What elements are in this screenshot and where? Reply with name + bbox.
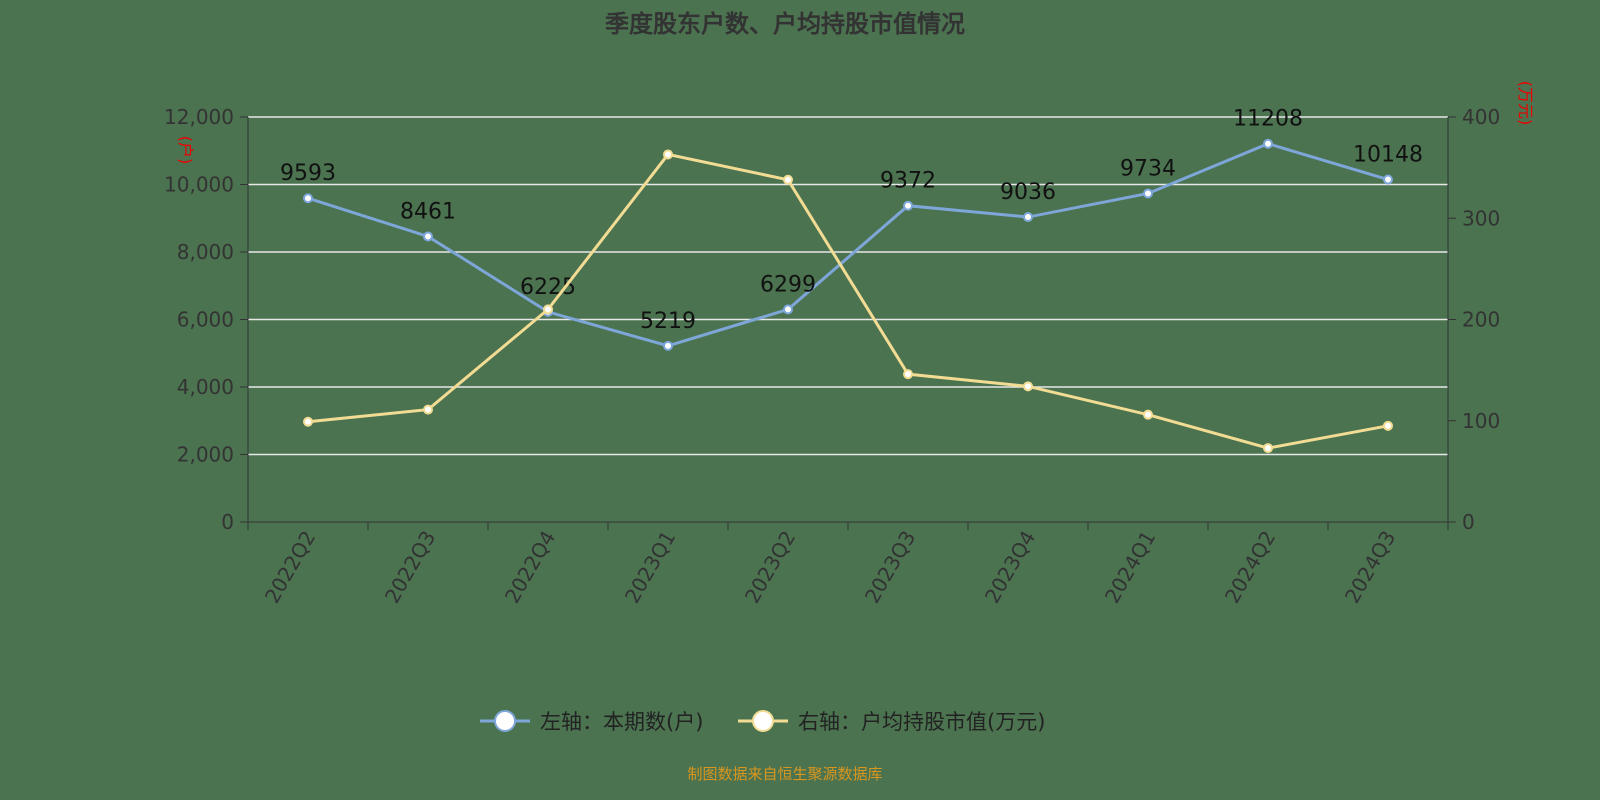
x-tick-label: 2022Q2 bbox=[260, 527, 320, 608]
data-point bbox=[1023, 381, 1033, 392]
left-tick-label: 0 bbox=[221, 510, 234, 534]
data-label: 11208 bbox=[1233, 107, 1303, 132]
legend-label: 左轴：本期数(户) bbox=[540, 710, 703, 734]
data-point bbox=[783, 304, 793, 315]
right-tick-label: 200 bbox=[1462, 308, 1500, 332]
x-tick-label: 2023Q1 bbox=[620, 527, 680, 608]
data-point bbox=[903, 369, 913, 380]
left-tick-label: 2,000 bbox=[177, 443, 234, 467]
data-label: 9036 bbox=[1000, 180, 1056, 205]
right-tick-label: 100 bbox=[1462, 409, 1500, 433]
x-tick-label: 2023Q4 bbox=[980, 527, 1040, 608]
legend-marker bbox=[494, 710, 516, 732]
left-tick-label: 8,000 bbox=[177, 240, 234, 264]
data-label: 8461 bbox=[400, 199, 456, 224]
left-axis-unit: (户) bbox=[176, 136, 195, 165]
left-tick-label: 12,000 bbox=[164, 105, 234, 129]
data-point bbox=[1383, 420, 1393, 431]
legend-marker bbox=[752, 710, 774, 732]
right-tick-label: 400 bbox=[1462, 105, 1500, 129]
data-point bbox=[663, 149, 673, 160]
data-label: 5219 bbox=[640, 309, 696, 334]
series-line-1 bbox=[307, 152, 1389, 450]
right-tick-label: 0 bbox=[1462, 510, 1475, 534]
data-label: 10148 bbox=[1353, 143, 1423, 168]
right-tick-label: 300 bbox=[1462, 206, 1500, 230]
data-point bbox=[303, 416, 313, 427]
source-note: 制图数据来自恒生聚源数据库 bbox=[687, 765, 882, 783]
x-tick-label: 2022Q4 bbox=[500, 527, 560, 608]
x-tick-label: 2024Q2 bbox=[1220, 527, 1280, 608]
x-tick-label: 2022Q3 bbox=[380, 527, 440, 608]
legend-label: 右轴：户均持股市值(万元) bbox=[798, 710, 1045, 734]
x-tick-label: 2023Q2 bbox=[740, 527, 800, 608]
data-point bbox=[423, 231, 433, 242]
data-point bbox=[543, 304, 553, 315]
x-tick-label: 2023Q3 bbox=[860, 527, 920, 608]
data-label: 9734 bbox=[1120, 156, 1176, 181]
data-point bbox=[663, 340, 673, 351]
data-point bbox=[1263, 443, 1273, 454]
series-line-0 bbox=[307, 142, 1389, 348]
data-label: 9372 bbox=[880, 169, 936, 194]
left-tick-label: 6,000 bbox=[177, 308, 234, 332]
data-point bbox=[1383, 174, 1393, 185]
x-tick-label: 2024Q3 bbox=[1340, 527, 1400, 608]
data-point bbox=[1143, 409, 1153, 420]
data-point bbox=[903, 200, 913, 211]
x-tick-label: 2024Q1 bbox=[1100, 527, 1160, 608]
data-label: 6225 bbox=[520, 275, 576, 300]
data-point bbox=[1023, 212, 1033, 223]
data-point bbox=[1263, 138, 1273, 149]
left-tick-label: 10,000 bbox=[164, 173, 234, 197]
chart-title: 季度股东户数、户均持股市值情况 bbox=[605, 10, 965, 38]
left-tick-label: 4,000 bbox=[177, 375, 234, 399]
data-label: 9593 bbox=[280, 161, 336, 186]
data-point bbox=[423, 404, 433, 415]
data-point bbox=[1143, 188, 1153, 199]
right-axis-unit: (万元) bbox=[1516, 81, 1535, 126]
data-point bbox=[783, 174, 793, 185]
data-point bbox=[303, 193, 313, 204]
data-label: 6299 bbox=[760, 272, 816, 297]
